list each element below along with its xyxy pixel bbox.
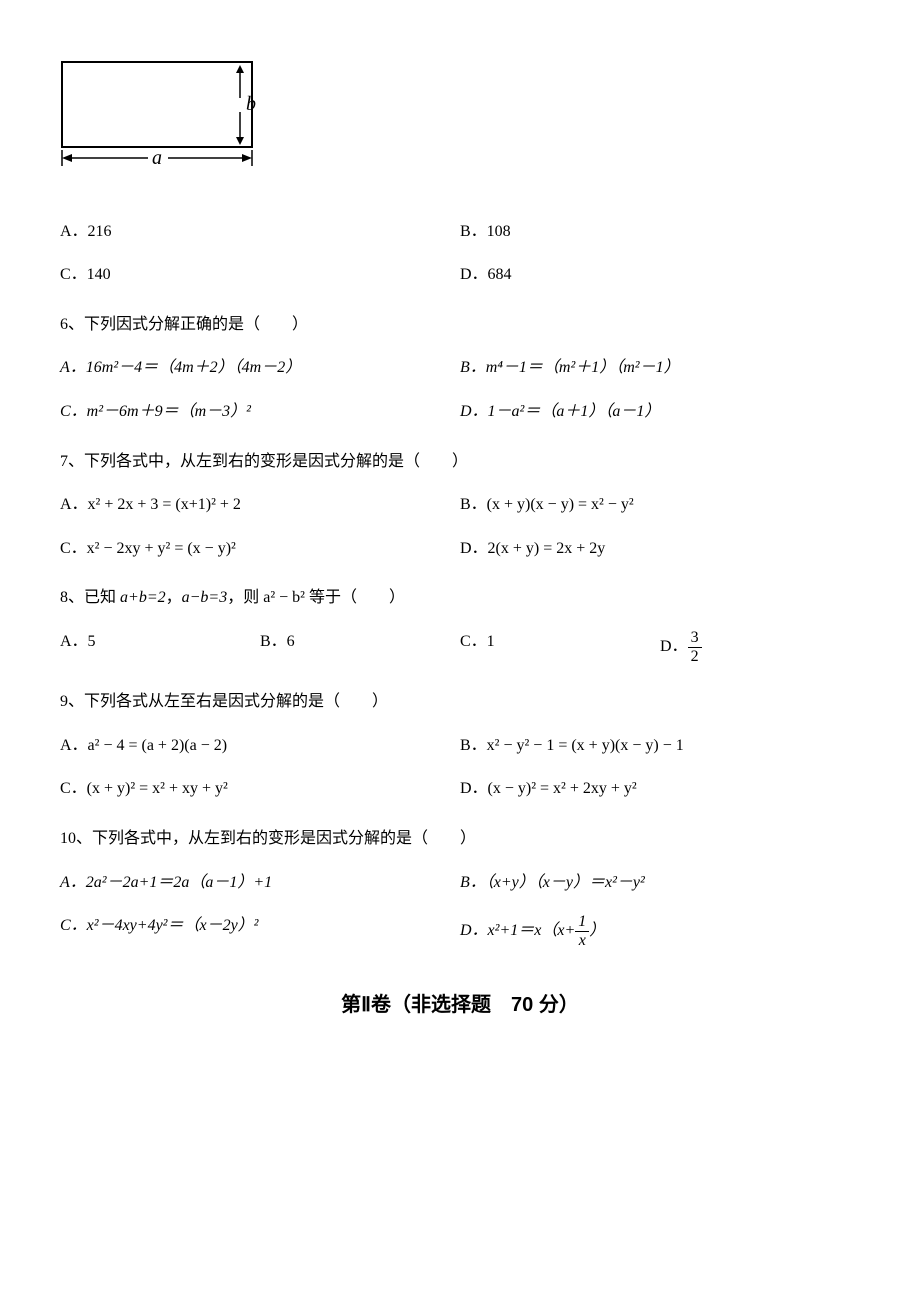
q8-d-frac: 32	[688, 629, 702, 665]
q5-option-a: A．216	[60, 219, 460, 245]
q10-d-num: 1	[575, 913, 589, 932]
q8-option-a: A．5	[60, 629, 260, 665]
q10-row2: C．x²－4xy+4y²＝（x－2y）² D．x²+1＝x（x+1x）	[60, 913, 860, 949]
q8-d-den: 2	[688, 648, 702, 666]
q6-option-c: C．m²－6m＋9＝（m－3）²	[60, 399, 460, 425]
q9-row2: C．(x + y)² = x² + xy + y² D．(x − y)² = x…	[60, 776, 860, 802]
q9-option-d: D．(x − y)² = x² + 2xy + y²	[460, 776, 860, 802]
q10-d-pre: D．x²+1＝x（x+	[460, 922, 575, 939]
q5-row2: C．140 D．684	[60, 262, 860, 288]
q6-option-b: B．m⁴－1＝（m²＋1）（m²－1）	[460, 355, 860, 381]
q7-stem: 7、下列各式中，从左到右的变形是因式分解的是（ ）	[60, 449, 860, 475]
q10-option-d: D．x²+1＝x（x+1x）	[460, 913, 860, 949]
q7-row2: C．x² − 2xy + y² = (x − y)² D．2(x + y) = …	[60, 536, 860, 562]
q6-stem: 6、下列因式分解正确的是（ ）	[60, 312, 860, 338]
q5-option-d: D．684	[460, 262, 860, 288]
q9-row1: A．a² − 4 = (a + 2)(a − 2) B．x² − y² − 1 …	[60, 733, 860, 759]
q9-option-b: B．x² − y² − 1 = (x + y)(x − y) − 1	[460, 733, 860, 759]
q8-row: A．5 B．6 C．1 D．32	[60, 629, 860, 665]
q8-option-d: D．32	[660, 629, 860, 665]
q6-row1: A．16m²－4＝（4m＋2）（4m－2） B．m⁴－1＝（m²＋1）（m²－1…	[60, 355, 860, 381]
q6-option-a: A．16m²－4＝（4m＋2）（4m－2）	[60, 355, 460, 381]
q8-m3: a−b=3	[182, 589, 228, 606]
q10-option-c: C．x²－4xy+4y²＝（x－2y）²	[60, 913, 460, 949]
q8-post: 等于（ ）	[305, 589, 405, 606]
q7-option-b: B．(x + y)(x − y) = x² − y²	[460, 492, 860, 518]
q8-stem: 8、已知 a+b=2，a−b=3，则 a² − b² 等于（ ）	[60, 585, 860, 611]
q8-m4: ，则	[227, 589, 263, 606]
q8-m2: ，	[166, 589, 182, 606]
q7-option-a: A．x² + 2x + 3 = (x+1)² + 2	[60, 492, 460, 518]
q10-option-b: B．（x+y）（x－y）＝x²－y²	[460, 870, 860, 896]
q8-option-c: C．1	[460, 629, 660, 665]
q10-d-frac: 1x	[575, 913, 589, 949]
q8-option-b: B．6	[260, 629, 460, 665]
q7-option-c: C．x² − 2xy + y² = (x − y)²	[60, 536, 460, 562]
q6-option-d: D．1－a²＝（a＋1）（a－1）	[460, 399, 860, 425]
q7-row1: A．x² + 2x + 3 = (x+1)² + 2 B．(x + y)(x −…	[60, 492, 860, 518]
label-a: a	[152, 147, 162, 169]
q8-d-num: 3	[688, 629, 702, 648]
q8-d-label: D．	[660, 638, 688, 655]
q8-m5: a² − b²	[263, 589, 305, 606]
q6-row2: C．m²－6m＋9＝（m－3）² D．1－a²＝（a＋1）（a－1）	[60, 399, 860, 425]
diagram-svg: b a	[60, 60, 270, 180]
q7-option-d: D．2(x + y) = 2x + 2y	[460, 536, 860, 562]
rectangle-diagram: b a	[60, 60, 860, 189]
q8-m1: a+b=2	[120, 589, 166, 606]
q9-stem: 9、下列各式从左至右是因式分解的是（ ）	[60, 689, 860, 715]
q8-pre: 8、已知	[60, 589, 120, 606]
q10-row1: A．2a²－2a+1＝2a（a－1）+1 B．（x+y）（x－y）＝x²－y²	[60, 870, 860, 896]
section-2-title: 第Ⅱ卷（非选择题 70 分）	[60, 989, 860, 1021]
label-b: b	[246, 93, 256, 115]
q10-d-post: ）	[589, 922, 605, 939]
q9-option-a: A．a² − 4 = (a + 2)(a − 2)	[60, 733, 460, 759]
q5-option-b: B．108	[460, 219, 860, 245]
q5-row1: A．216 B．108	[60, 219, 860, 245]
q9-option-c: C．(x + y)² = x² + xy + y²	[60, 776, 460, 802]
q10-option-a: A．2a²－2a+1＝2a（a－1）+1	[60, 870, 460, 896]
q5-option-c: C．140	[60, 262, 460, 288]
q10-d-den: x	[575, 932, 589, 950]
q10-stem: 10、下列各式中，从左到右的变形是因式分解的是（ ）	[60, 826, 860, 852]
